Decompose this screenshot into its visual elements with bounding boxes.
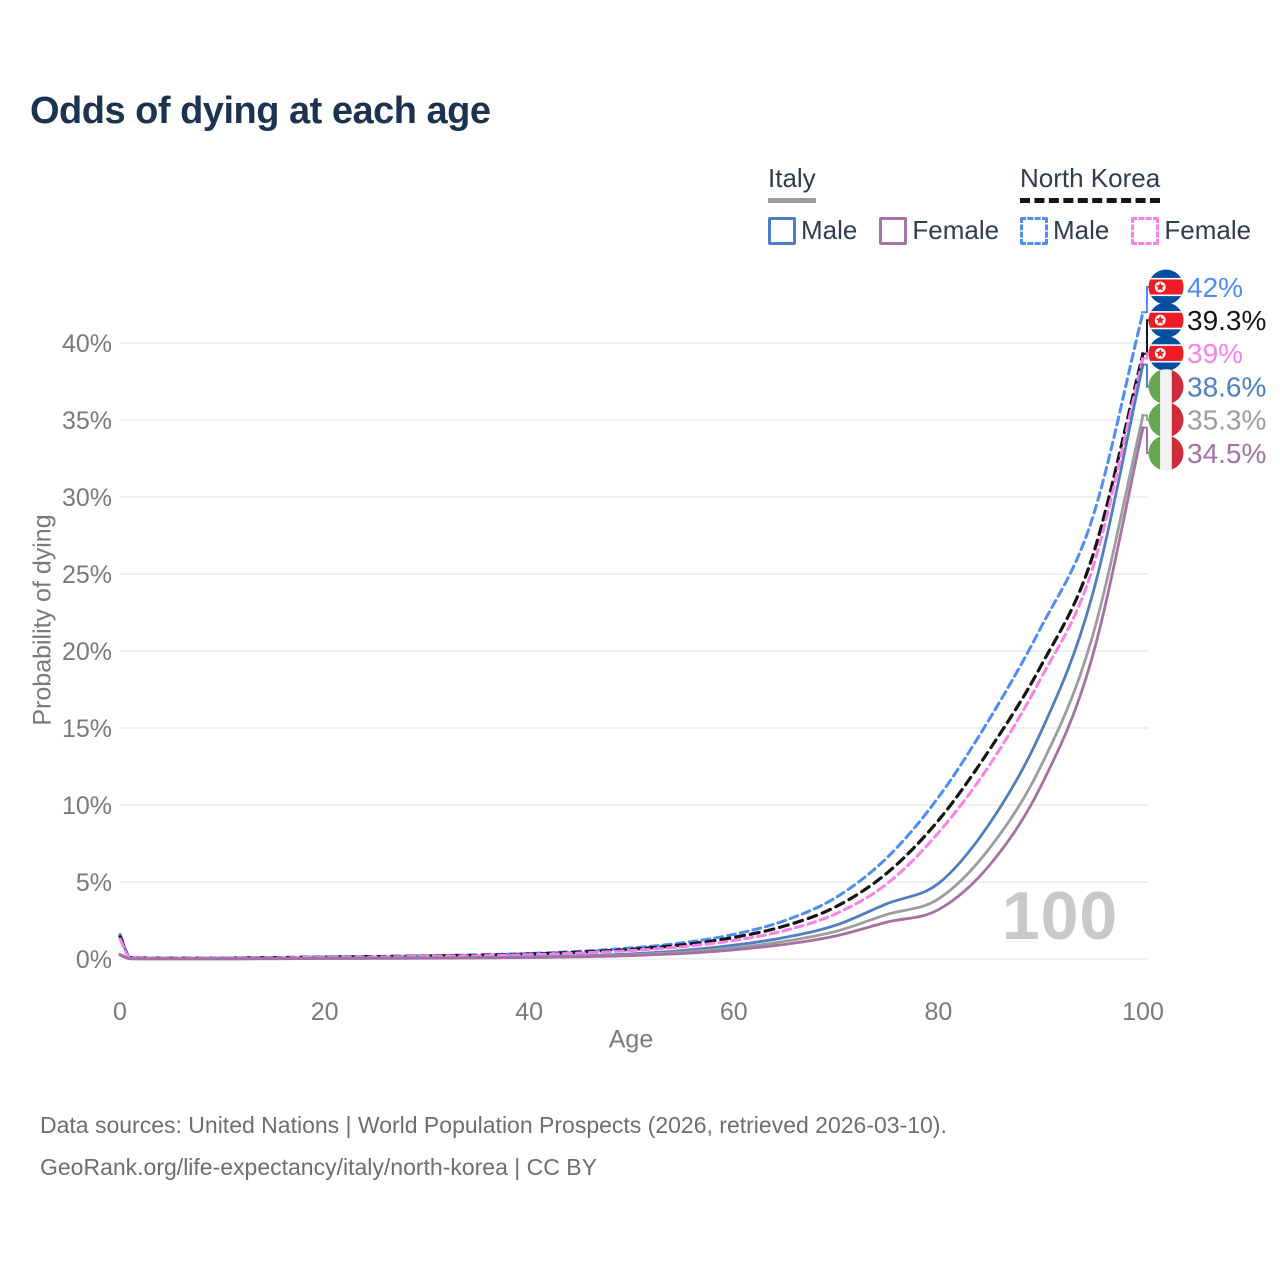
y-tick-label: 35% — [62, 407, 112, 435]
legend-group-italy: Italy Male Female — [768, 163, 1021, 246]
italy-female-swatch[interactable] — [879, 216, 908, 245]
series-line-0[interactable]: North Korea Male — [118, 310, 1145, 960]
star-glyph — [1155, 282, 1165, 291]
legend-item-north-korea-female[interactable]: Female — [1131, 215, 1251, 246]
legend-item-north-korea-male[interactable]: Male — [1020, 215, 1109, 246]
legend-label-italy-male: Male — [801, 215, 858, 245]
footer-attribution: GeoRank.org/life-expectancy/italy/north-… — [40, 1154, 597, 1180]
x-tick-label: 80 — [924, 998, 952, 1026]
series-line-1[interactable]: North Korea Both sexes — [118, 352, 1145, 960]
legend-group-north-korea: North Korea Male Female — [1020, 163, 1273, 246]
italy-flag-icon — [1148, 369, 1184, 405]
end-value-label: 34.5% — [1187, 438, 1266, 469]
north-korea-female-swatch[interactable] — [1131, 216, 1160, 245]
end-value-label: 38.6% — [1187, 371, 1266, 402]
footer-data-sources: Data sources: United Nations | World Pop… — [40, 1112, 947, 1138]
legend-item-italy-male[interactable]: Male — [768, 215, 857, 246]
leader-line — [1141, 319, 1149, 355]
series-line-3[interactable]: Italy Male — [118, 363, 1145, 961]
leader-line — [1141, 363, 1149, 388]
y-tick-label: 5% — [76, 869, 112, 897]
y-tick-label: 0% — [76, 946, 112, 974]
legend-label-north-korea-female: Female — [1164, 215, 1252, 245]
end-value-label: 39.3% — [1187, 305, 1266, 336]
leader-line — [1141, 426, 1149, 454]
y-tick-label: 20% — [62, 638, 112, 666]
x-tick-label: 100 — [1122, 998, 1164, 1026]
legend-header-north-korea: North Korea — [1020, 163, 1161, 203]
legend-header-italy: Italy — [768, 163, 816, 203]
star-glyph — [1155, 348, 1165, 358]
end-value-label: 39% — [1187, 338, 1243, 369]
y-tick-label: 10% — [62, 792, 112, 820]
page-title: Odds of dying at each age — [30, 90, 491, 132]
y-tick-label: 40% — [62, 330, 112, 358]
x-axis-title: Age — [608, 1025, 654, 1054]
leader-line — [1141, 286, 1149, 314]
italy-flag-icon — [1148, 402, 1184, 438]
italy-male-swatch[interactable] — [768, 216, 796, 245]
x-tick-label: 60 — [720, 998, 748, 1026]
y-tick-label: 30% — [62, 484, 112, 512]
end-value-label: 35.3% — [1187, 405, 1266, 436]
star-glyph — [1155, 315, 1165, 324]
legend-item-italy-female[interactable]: Female — [879, 215, 999, 246]
end-value-label: 42% — [1187, 272, 1243, 303]
north-korea-male-swatch[interactable] — [1020, 216, 1048, 245]
north-korea-flag-icon — [1148, 269, 1184, 305]
legend-label-north-korea-male: Male — [1053, 215, 1110, 245]
series-line-5[interactable]: Italy Female — [118, 426, 1145, 961]
italy-flag-icon — [1148, 435, 1184, 471]
x-tick-label: 20 — [311, 998, 339, 1026]
y-tick-label: 25% — [62, 561, 112, 589]
y-tick-label: 15% — [62, 715, 112, 743]
leader-line — [1141, 414, 1149, 421]
hover-age-indicator: 100 — [1001, 878, 1119, 954]
series-line-2[interactable]: North Korea Female — [118, 356, 1145, 960]
legend-label-italy-female: Female — [912, 215, 1000, 245]
north-korea-flag-icon — [1148, 302, 1184, 338]
x-tick-label: 40 — [515, 998, 543, 1026]
north-korea-flag-icon — [1148, 335, 1184, 371]
footer: Data sources: United Nations | World Pop… — [40, 1104, 947, 1188]
x-tick-label: 0 — [113, 998, 127, 1026]
leader-line — [1141, 352, 1149, 360]
